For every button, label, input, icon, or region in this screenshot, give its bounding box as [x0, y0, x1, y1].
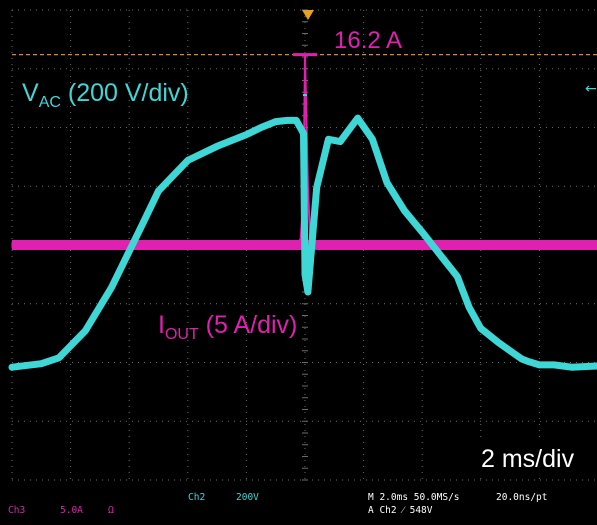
vac-trace: [8, 114, 597, 371]
status-bar: Ch3 5.0A Ω Ch2 200V M 2.0ms 50.0MS/s 20.…: [8, 492, 547, 516]
iout-series-label: IOUT (5 A/div): [158, 311, 297, 343]
record-resolution: 20.0ns/pt: [496, 492, 547, 503]
timebase-label-bg: [468, 438, 597, 476]
cursor-arrow-icon: ←: [585, 81, 597, 97]
traces: [8, 53, 597, 371]
trigger-settings: A Ch2 ⁄ 548V: [368, 505, 433, 516]
peak-current-label: 16.2 A: [334, 27, 402, 54]
horizontal-settings: M 2.0ms 50.0MS/s: [368, 492, 460, 503]
ch2-scale: 200V: [236, 492, 259, 503]
ch3-scale: 5.0A: [60, 505, 83, 516]
ch3-name: Ch3: [8, 505, 25, 516]
ch3-coupling: Ω: [108, 505, 114, 516]
trigger-position-marker: [302, 10, 314, 20]
vac-series-label: VAC (200 V/div): [22, 79, 189, 111]
timebase-label: 2 ms/div: [481, 445, 575, 473]
ch2-name: Ch2: [188, 492, 205, 503]
